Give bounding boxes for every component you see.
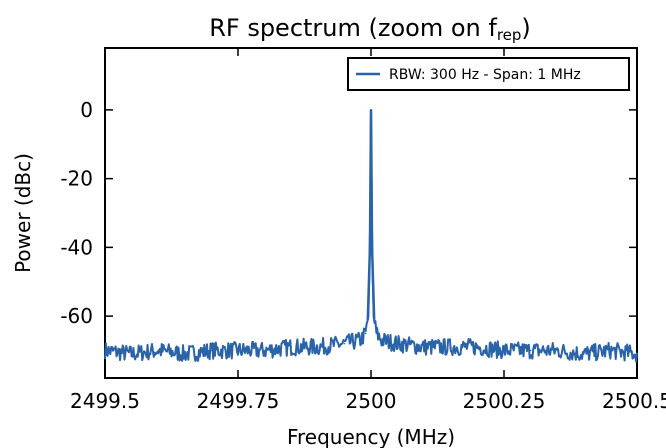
data-point bbox=[359, 339, 362, 341]
data-point bbox=[237, 349, 239, 352]
chart-title: RF spectrum (zoom on frep) bbox=[209, 14, 531, 44]
y-tick-label: 0 bbox=[80, 98, 93, 122]
data-point bbox=[364, 332, 367, 335]
data-point bbox=[503, 349, 505, 352]
data-point bbox=[210, 349, 213, 352]
x-tick-label: 2499.5 bbox=[70, 389, 140, 413]
y-axis-ticks: 0 -20 -40 -60 bbox=[60, 98, 637, 328]
x-axis-ticks: 2499.5 2499.75 2500 2500.25 2500.5 bbox=[70, 48, 666, 413]
y-tick-label: -60 bbox=[60, 304, 93, 328]
data-point bbox=[423, 346, 426, 348]
data-point bbox=[369, 246, 371, 249]
data-point bbox=[130, 353, 133, 355]
data-point bbox=[184, 353, 186, 355]
data-point bbox=[556, 349, 558, 352]
chart-title-subscript: rep bbox=[497, 26, 522, 44]
data-point bbox=[370, 109, 372, 111]
legend-label: RBW: 300 Hz - Span: 1 MHz bbox=[389, 67, 581, 83]
legend-box bbox=[347, 57, 630, 91]
data-point bbox=[380, 339, 383, 341]
data-point bbox=[317, 346, 319, 348]
chart-title-suffix: ) bbox=[521, 14, 530, 42]
data-point bbox=[476, 346, 479, 348]
x-tick-label: 2500.25 bbox=[463, 389, 546, 413]
x-tick-label: 2500.5 bbox=[602, 389, 666, 413]
data-point bbox=[372, 315, 375, 317]
y-axis-label: Power (dBc) bbox=[11, 153, 35, 273]
x-tick-label: 2500 bbox=[346, 389, 397, 413]
data-point bbox=[636, 353, 638, 355]
series-layer bbox=[104, 108, 638, 363]
data-point bbox=[396, 342, 399, 345]
data-point bbox=[290, 346, 293, 348]
data-point bbox=[263, 349, 266, 352]
chart-title-main: RF spectrum (zoom on f bbox=[209, 14, 497, 42]
data-point bbox=[609, 349, 612, 352]
data-point bbox=[450, 346, 452, 348]
data-point bbox=[375, 332, 378, 335]
data-point bbox=[157, 349, 159, 352]
data-point bbox=[371, 246, 373, 249]
x-axis-label: Frequency (MHz) bbox=[287, 425, 455, 448]
data-point bbox=[529, 349, 532, 352]
data-point bbox=[104, 349, 106, 352]
x-tick-label: 2499.75 bbox=[197, 389, 280, 413]
data-point bbox=[343, 342, 346, 345]
data-point bbox=[583, 353, 585, 355]
data-point bbox=[367, 315, 370, 317]
legend: RBW: 300 Hz - Span: 1 MHz bbox=[347, 57, 630, 91]
series-peak bbox=[366, 109, 376, 320]
y-tick-label: -20 bbox=[60, 167, 93, 191]
y-tick-label: -40 bbox=[60, 235, 93, 259]
